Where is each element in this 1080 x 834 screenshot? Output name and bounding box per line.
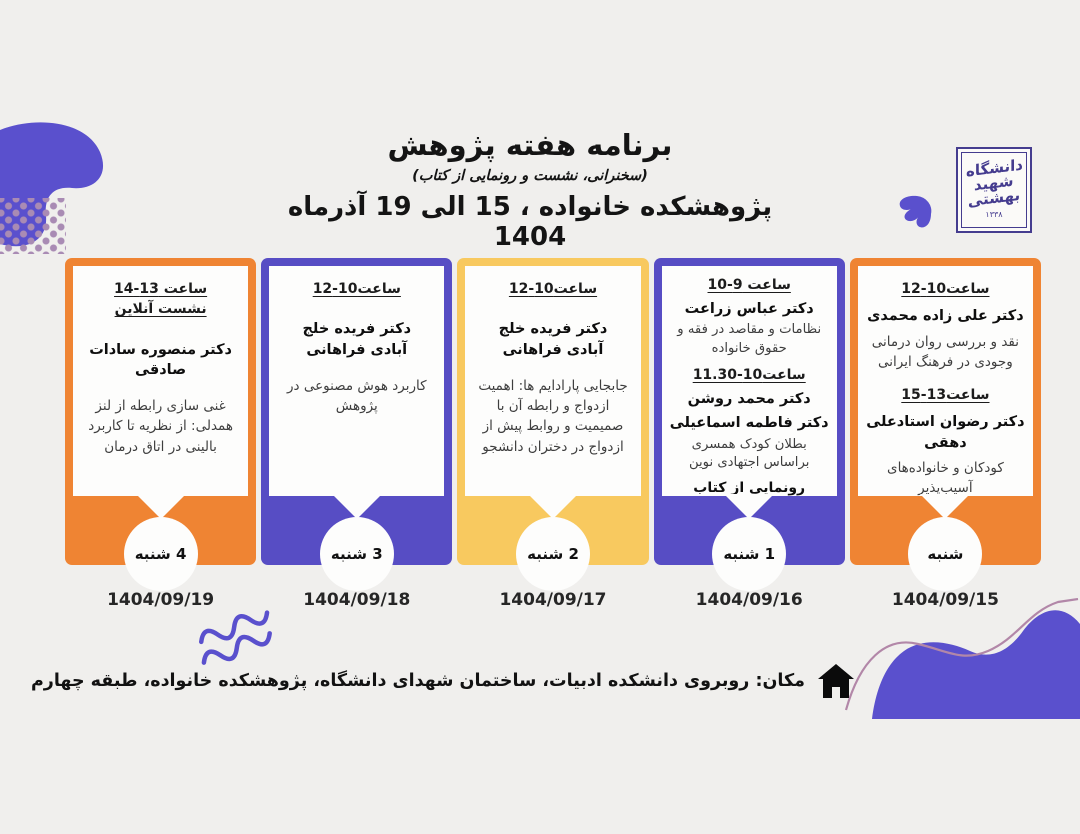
session-speaker: دکتر فریده خلج آبادی فراهانی bbox=[498, 321, 608, 358]
schedule-cards-row: ساعت10-12 دکتر علی زاده محمدی نقد و بررس… bbox=[64, 258, 1041, 610]
day-bubble: 1 شنبه bbox=[712, 517, 787, 591]
session-topic: نظامات و مقاصد در فقه و حقوق خانواده bbox=[677, 322, 822, 356]
institute-and-dates: پژوهشکده خانواده ، 15 الی 19 آذرماه 1404 bbox=[287, 192, 773, 252]
session-speaker: دکتر فاطمه اسماعیلی bbox=[669, 415, 829, 432]
session-time: ساعت10-12 bbox=[312, 281, 401, 297]
logo-word-beheshti: بهشتی bbox=[967, 185, 1021, 211]
session: ساعت 9-10 دکتر عباس زراعت نظامات و مقاصد… bbox=[669, 276, 830, 358]
squiggle-decoration bbox=[199, 610, 272, 665]
session: ساعت 13-14 نشست آنلاین دکتر منصوره سادات… bbox=[80, 279, 241, 457]
session: ساعت10-12 دکتر علی زاده محمدی نقد و بررس… bbox=[865, 279, 1026, 372]
day-bubble: 3 شنبه bbox=[319, 517, 394, 591]
university-logo-inner: دانشگاه شهید بهشتی ۱۳۳۸ bbox=[961, 152, 1027, 228]
page-title: برنامه هفته پژوهش bbox=[387, 128, 673, 162]
session-time: ساعت13-15 bbox=[901, 387, 990, 404]
session-time: ساعت 9-10 bbox=[707, 277, 791, 293]
day-bubble: 2 شنبه bbox=[515, 517, 590, 591]
card-wednesday: ساعت 13-14 نشست آنلاین دکتر منصوره سادات… bbox=[64, 258, 257, 610]
session: ساعت13-15 دکتر رضوان استادعلی دهقی کودکا… bbox=[865, 385, 1026, 498]
dots-pattern bbox=[0, 198, 66, 254]
location-text: مکان: روبروی دانشکده ادبیات، ساختمان شهد… bbox=[30, 671, 805, 691]
session-speaker: دکتر رضوان استادعلی دهقی bbox=[866, 414, 1025, 451]
card-date: 1404/09/15 bbox=[891, 590, 999, 610]
session-speaker: دکتر فریده خلج آبادی فراهانی bbox=[302, 321, 412, 358]
session: ساعت10-11.30 دکتر محمد روشن دکتر فاطمه ا… bbox=[669, 366, 830, 496]
session-topic: کاربرد هوش مصنوعی در پژوهش bbox=[287, 377, 427, 415]
session: ساعت10-12 دکتر فریده خلج آبادی فراهانی ج… bbox=[472, 279, 633, 457]
card-date: 1404/09/18 bbox=[303, 590, 411, 610]
card-sunday: ساعت 9-10 دکتر عباس زراعت نظامات و مقاصد… bbox=[653, 258, 845, 610]
card-monday: ساعت10-12 دکتر فریده خلج آبادی فراهانی ج… bbox=[457, 258, 649, 610]
card-date: 1404/09/19 bbox=[107, 590, 215, 610]
day-bubble: 4 شنبه bbox=[123, 517, 198, 591]
card-content: ساعت 9-10 دکتر عباس زراعت نظامات و مقاصد… bbox=[661, 266, 837, 496]
logo-year: ۱۳۳۸ bbox=[985, 210, 1003, 220]
card-content: ساعت10-12 دکتر فریده خلج آبادی فراهانی ک… bbox=[269, 266, 445, 496]
card-content: ساعت 13-14 نشست آنلاین دکتر منصوره سادات… bbox=[72, 266, 249, 496]
home-icon bbox=[818, 664, 854, 698]
card-date: 1404/09/17 bbox=[499, 590, 607, 610]
session: ساعت10-12 دکتر فریده خلج آبادی فراهانی ک… bbox=[276, 279, 437, 416]
poster-header: برنامه هفته پژوهش (سخنرانی، نشست و رونما… bbox=[280, 128, 780, 252]
session-time: ساعت10-12 bbox=[508, 281, 598, 297]
session-topic: جابجایی پارادایم ها: اهمیت ازدواج و رابط… bbox=[478, 377, 628, 455]
card-date: 1404/09/16 bbox=[695, 590, 803, 610]
session-speaker: دکتر عباس زراعت bbox=[684, 300, 814, 317]
session-speaker: دکتر علی زاده محمدی bbox=[867, 308, 1024, 325]
page-subtitle: (سخنرانی، نشست و رونمایی از کتاب) bbox=[412, 168, 648, 184]
session-online-label: نشست آنلاین bbox=[114, 301, 207, 318]
card-saturday: ساعت10-12 دکتر علی زاده محمدی نقد و بررس… bbox=[849, 258, 1041, 610]
session-time: ساعت10-11.30 bbox=[692, 366, 806, 383]
card-content: ساعت10-12 دکتر فریده خلج آبادی فراهانی ج… bbox=[465, 266, 641, 496]
session-time: ساعت10-12 bbox=[901, 281, 990, 297]
card-content: ساعت10-12 دکتر علی زاده محمدی نقد و بررس… bbox=[857, 266, 1033, 498]
book-unveiling-note: رونمایی از کتاب bbox=[693, 480, 806, 497]
session-topic: غنی سازی رابطه از لنز همدلی: از نظریه تا… bbox=[88, 398, 233, 455]
session-speaker: دکتر محمد روشن bbox=[687, 390, 811, 407]
session-topic: نقد و بررسی روان درمانی وجودی در فرهنگ ا… bbox=[871, 333, 1020, 370]
day-bubble: شنبه bbox=[908, 517, 983, 591]
hand-brand-mark-icon bbox=[899, 195, 932, 228]
purple-wave-bottom-right bbox=[844, 598, 1080, 719]
location-row: مکان: روبروی دانشکده ادبیات، ساختمان شهد… bbox=[31, 663, 855, 699]
card-tuesday: ساعت10-12 دکتر فریده خلج آبادی فراهانی ک… bbox=[261, 258, 453, 610]
session-topic: بطلان کودک همسری براساس اجتهادی نوین bbox=[688, 436, 810, 471]
session-topic: کودکان و خانواده‌های آسیب‌پذیر bbox=[887, 459, 1004, 497]
session-speaker: دکتر منصوره سادات صادقی bbox=[89, 341, 232, 378]
university-logo: دانشگاه شهید بهشتی ۱۳۳۸ bbox=[956, 147, 1032, 233]
session-time: ساعت 13-14 bbox=[114, 281, 208, 297]
